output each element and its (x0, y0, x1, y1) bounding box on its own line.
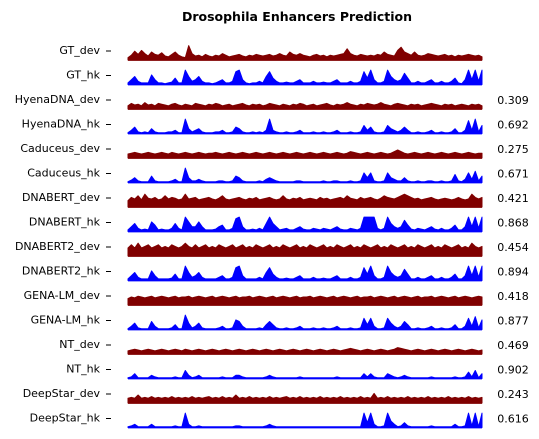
series-label: GT_dev (59, 44, 100, 57)
series-label: DNABERT2_dev (15, 240, 101, 253)
series-label: DeepStar_dev (23, 387, 101, 400)
row-gena-lm-dev: GENA-LM_dev 0.418 (24, 289, 529, 306)
series-area (127, 265, 483, 281)
series-label: DNABERT_dev (22, 191, 101, 204)
chart-title: Drosophila Enhancers Prediction (182, 9, 412, 24)
row-dnabert2-dev: DNABERT2_dev 0.454 (15, 240, 529, 257)
series-label: NT_dev (59, 338, 100, 351)
series-area (127, 45, 483, 61)
row-dnabert-dev: DNABERT_dev 0.421 (22, 191, 529, 208)
series-area (127, 149, 483, 159)
row-deepstar-hk: DeepStar_hk 0.616 (30, 412, 529, 429)
score-label: 0.868 (497, 217, 529, 230)
series-area (127, 102, 483, 110)
series-label: HyenaDNA_dev (15, 93, 101, 106)
series-label: Caduceus_hk (27, 167, 100, 180)
row-deepstar-dev: DeepStar_dev 0.243 (23, 387, 529, 404)
series-area (127, 69, 483, 85)
score-label: 0.671 (497, 168, 529, 181)
row-nt-dev: NT_dev 0.469 (59, 338, 529, 355)
score-label: 0.309 (497, 94, 529, 107)
row-caduceus-hk: Caduceus_hk 0.671 (27, 167, 529, 184)
row-hyenadna-hk: HyenaDNA_hk 0.692 (22, 118, 529, 135)
row-dnabert2-hk: DNABERT2_hk 0.894 (22, 265, 529, 282)
row-gt-hk: GT_hk (66, 69, 483, 86)
series-area (127, 193, 483, 208)
series-label: GT_hk (66, 69, 100, 82)
series-area (127, 412, 483, 428)
series-label: NT_hk (66, 363, 100, 376)
series-label: DNABERT2_hk (22, 265, 101, 278)
series-area (127, 370, 483, 379)
series-label: DeepStar_hk (30, 412, 101, 425)
series-label: Caduceus_dev (20, 142, 100, 155)
row-nt-hk: NT_hk 0.902 (66, 363, 529, 380)
series-area (127, 167, 483, 183)
row-caduceus-dev: Caduceus_dev 0.275 (20, 142, 529, 159)
series-label: HyenaDNA_hk (22, 118, 101, 131)
score-label: 0.894 (497, 266, 529, 279)
score-label: 0.469 (497, 339, 529, 352)
series-area (127, 295, 483, 306)
series-area (127, 216, 483, 232)
series-label: DNABERT_hk (29, 216, 101, 229)
row-gt-dev: GT_dev (59, 44, 483, 61)
score-label: 0.616 (497, 413, 529, 426)
score-label: 0.275 (497, 143, 529, 156)
row-dnabert-hk: DNABERT_hk 0.868 (29, 216, 529, 233)
series-area (127, 347, 483, 355)
series-area (127, 242, 483, 257)
row-hyenadna-dev: HyenaDNA_dev 0.309 (15, 93, 529, 110)
row-gena-lm-hk: GENA-LM_hk 0.877 (31, 314, 529, 331)
series-area (127, 314, 483, 330)
series-area (127, 392, 483, 404)
series-label: GENA-LM_hk (31, 314, 101, 327)
chart-rows: GT_dev GT_hk HyenaDNA_dev 0.309 HyenaDNA_hk 0… (15, 44, 529, 429)
score-label: 0.421 (497, 192, 529, 205)
score-label: 0.902 (497, 364, 529, 377)
score-label: 0.692 (497, 119, 529, 132)
series-area (127, 118, 483, 134)
score-label: 0.243 (497, 388, 529, 401)
score-label: 0.454 (497, 241, 529, 254)
score-label: 0.877 (497, 315, 529, 328)
score-label: 0.418 (497, 290, 529, 303)
series-label: GENA-LM_dev (24, 289, 101, 302)
